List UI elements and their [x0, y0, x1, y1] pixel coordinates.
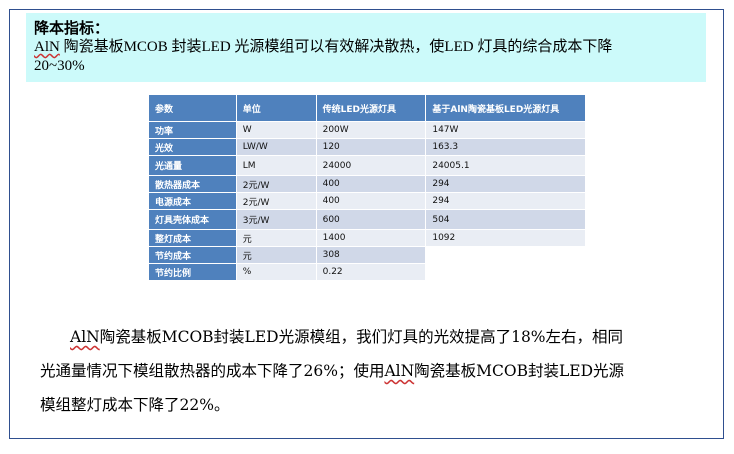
summary-aln-term-2: AlN — [384, 362, 415, 380]
row-unit: 2元/W — [235, 192, 317, 210]
row-param: 节约成本 — [148, 246, 237, 264]
row-aln: 294 — [425, 175, 586, 193]
table-row: 节约成本 元 308 — [148, 246, 586, 264]
row-aln — [425, 263, 586, 281]
header-unit: 单位 — [235, 94, 317, 122]
row-param: 功率 — [148, 121, 237, 139]
row-aln: 163.3 — [425, 138, 586, 156]
comparison-table: 参数 单位 传统LED光源灯具 基于AlN陶瓷基板LED光源灯具 功率 W 20… — [148, 94, 586, 281]
row-aln — [425, 246, 586, 264]
header-traditional: 传统LED光源灯具 — [315, 94, 427, 122]
row-unit: 2元/W — [235, 175, 317, 193]
row-param: 散热器成本 — [148, 175, 237, 193]
table-row: 功率 W 200W 147W — [148, 121, 586, 139]
row-param: 整灯成本 — [148, 229, 237, 247]
row-traditional: 24000 — [315, 155, 427, 176]
table-row: 整灯成本 元 1400 1092 — [148, 229, 586, 247]
table-row: 散热器成本 2元/W 400 294 — [148, 175, 586, 193]
row-unit: 3元/W — [235, 209, 317, 230]
callout-title: 降本指标： — [34, 19, 110, 37]
summary-line1: 陶瓷基板MCOB封装LED光源模组，我们灯具的光效提高了18%左右，相同 — [99, 328, 624, 346]
row-param: 光效 — [148, 138, 237, 156]
row-unit: 元 — [235, 246, 317, 264]
row-aln: 24005.1 — [425, 155, 586, 176]
callout-aln-term: AlN — [34, 39, 60, 55]
table-row: 电源成本 2元/W 400 294 — [148, 192, 586, 210]
cost-reduction-callout: 降本指标： AlN 陶瓷基板MCOB 封装LED 光源模组可以有效解决散热，使L… — [26, 13, 706, 82]
callout-line2: 20~30% — [34, 58, 85, 74]
summary-line2-start: 光通量情况下模组散热器的成本下降了26%；使用 — [40, 362, 385, 380]
summary-line2-end: 陶瓷基板MCOB封装LED光源 — [414, 362, 625, 380]
row-param: 光通量 — [148, 155, 237, 176]
row-aln: 1092 — [425, 229, 586, 247]
row-traditional: 400 — [315, 175, 427, 193]
row-traditional: 400 — [315, 192, 427, 210]
table-row: 光效 LW/W 120 163.3 — [148, 138, 586, 156]
table-row: 灯具壳体成本 3元/W 600 504 — [148, 209, 586, 230]
row-unit: W — [235, 121, 317, 139]
row-param: 灯具壳体成本 — [148, 209, 237, 230]
row-unit: % — [235, 263, 317, 281]
row-traditional: 1400 — [315, 229, 427, 247]
row-param: 电源成本 — [148, 192, 237, 210]
row-aln: 294 — [425, 192, 586, 210]
row-unit: LM — [235, 155, 317, 176]
row-unit: 元 — [235, 229, 317, 247]
row-traditional: 308 — [315, 246, 427, 264]
header-aln: 基于AlN陶瓷基板LED光源灯具 — [425, 94, 586, 122]
callout-line1: 陶瓷基板MCOB 封装LED 光源模组可以有效解决散热，使LED 灯具的综合成本… — [59, 39, 613, 55]
header-param: 参数 — [148, 94, 237, 122]
table-header-row: 参数 单位 传统LED光源灯具 基于AlN陶瓷基板LED光源灯具 — [148, 94, 586, 122]
row-aln: 504 — [425, 209, 586, 230]
row-param: 节约比例 — [148, 263, 237, 281]
callout-body: AlN 陶瓷基板MCOB 封装LED 光源模组可以有效解决散热，使LED 灯具的… — [34, 38, 698, 76]
table-row: 光通量 LM 24000 24005.1 — [148, 155, 586, 176]
row-traditional: 0.22 — [315, 263, 427, 281]
summary-aln-term: AlN — [70, 328, 100, 346]
row-aln: 147W — [425, 121, 586, 139]
row-unit: LW/W — [235, 138, 317, 156]
row-traditional: 200W — [315, 121, 427, 139]
table-row: 节约比例 % 0.22 — [148, 263, 586, 281]
row-traditional: 120 — [315, 138, 427, 156]
summary-paragraph: AlN陶瓷基板MCOB封装LED光源模组，我们灯具的光效提高了18%左右，相同 … — [40, 320, 700, 422]
row-traditional: 600 — [315, 209, 427, 230]
summary-line3: 模组整灯成本下降了22%。 — [40, 396, 230, 414]
